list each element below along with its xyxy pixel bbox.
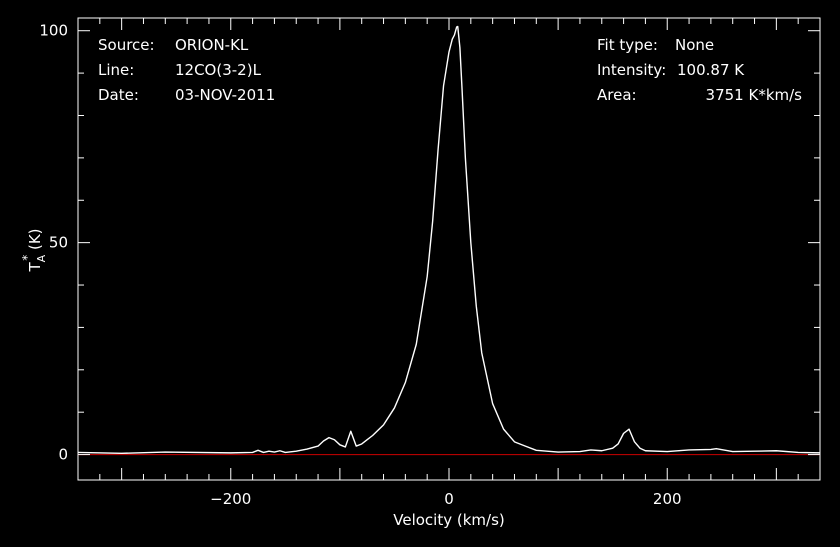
info-block-right: Fit type: None Intensity: 100.87 K Area:… bbox=[597, 36, 802, 104]
axis-ticks bbox=[77, 18, 821, 480]
area-value: 3751 K*km/s bbox=[706, 86, 803, 104]
x-tick-label: −200 bbox=[210, 490, 251, 508]
y-axis-label: TA* (K) bbox=[20, 228, 48, 272]
date-label: Date: bbox=[98, 86, 139, 104]
x-tick-label: 0 bbox=[444, 490, 454, 508]
source-label: Source: bbox=[98, 36, 155, 54]
x-tick-label: 200 bbox=[653, 490, 682, 508]
y-tick-label: 100 bbox=[39, 22, 68, 40]
fit-type-label: Fit type: bbox=[597, 36, 658, 54]
y-label-unit: (K) bbox=[26, 228, 44, 254]
date-value: 03-NOV-2011 bbox=[175, 86, 275, 104]
spectrum-line bbox=[77, 25, 821, 454]
area-label: Area: bbox=[597, 86, 637, 104]
y-axis-label-text: TA* (K) bbox=[20, 228, 48, 272]
line-label: Line: bbox=[98, 61, 134, 79]
line-value: 12CO(3-2)L bbox=[175, 61, 262, 79]
intensity-label: Intensity: bbox=[597, 61, 666, 79]
y-label-sub: A bbox=[35, 254, 48, 262]
y-tick-label: 50 bbox=[49, 234, 68, 252]
y-label-sup: * bbox=[20, 255, 34, 261]
intensity-value: 100.87 K bbox=[677, 61, 745, 79]
info-block-left: Source: ORION-KL Line: 12CO(3-2)L Date: … bbox=[98, 36, 275, 104]
x-axis-label: Velocity (km/s) bbox=[393, 511, 504, 529]
axis-tick-labels: −200 0 200 0 50 100 bbox=[39, 22, 681, 508]
y-label-main: T bbox=[26, 262, 44, 273]
source-value: ORION-KL bbox=[175, 36, 249, 54]
y-tick-label: 0 bbox=[58, 446, 68, 464]
fit-type-value: None bbox=[675, 36, 714, 54]
